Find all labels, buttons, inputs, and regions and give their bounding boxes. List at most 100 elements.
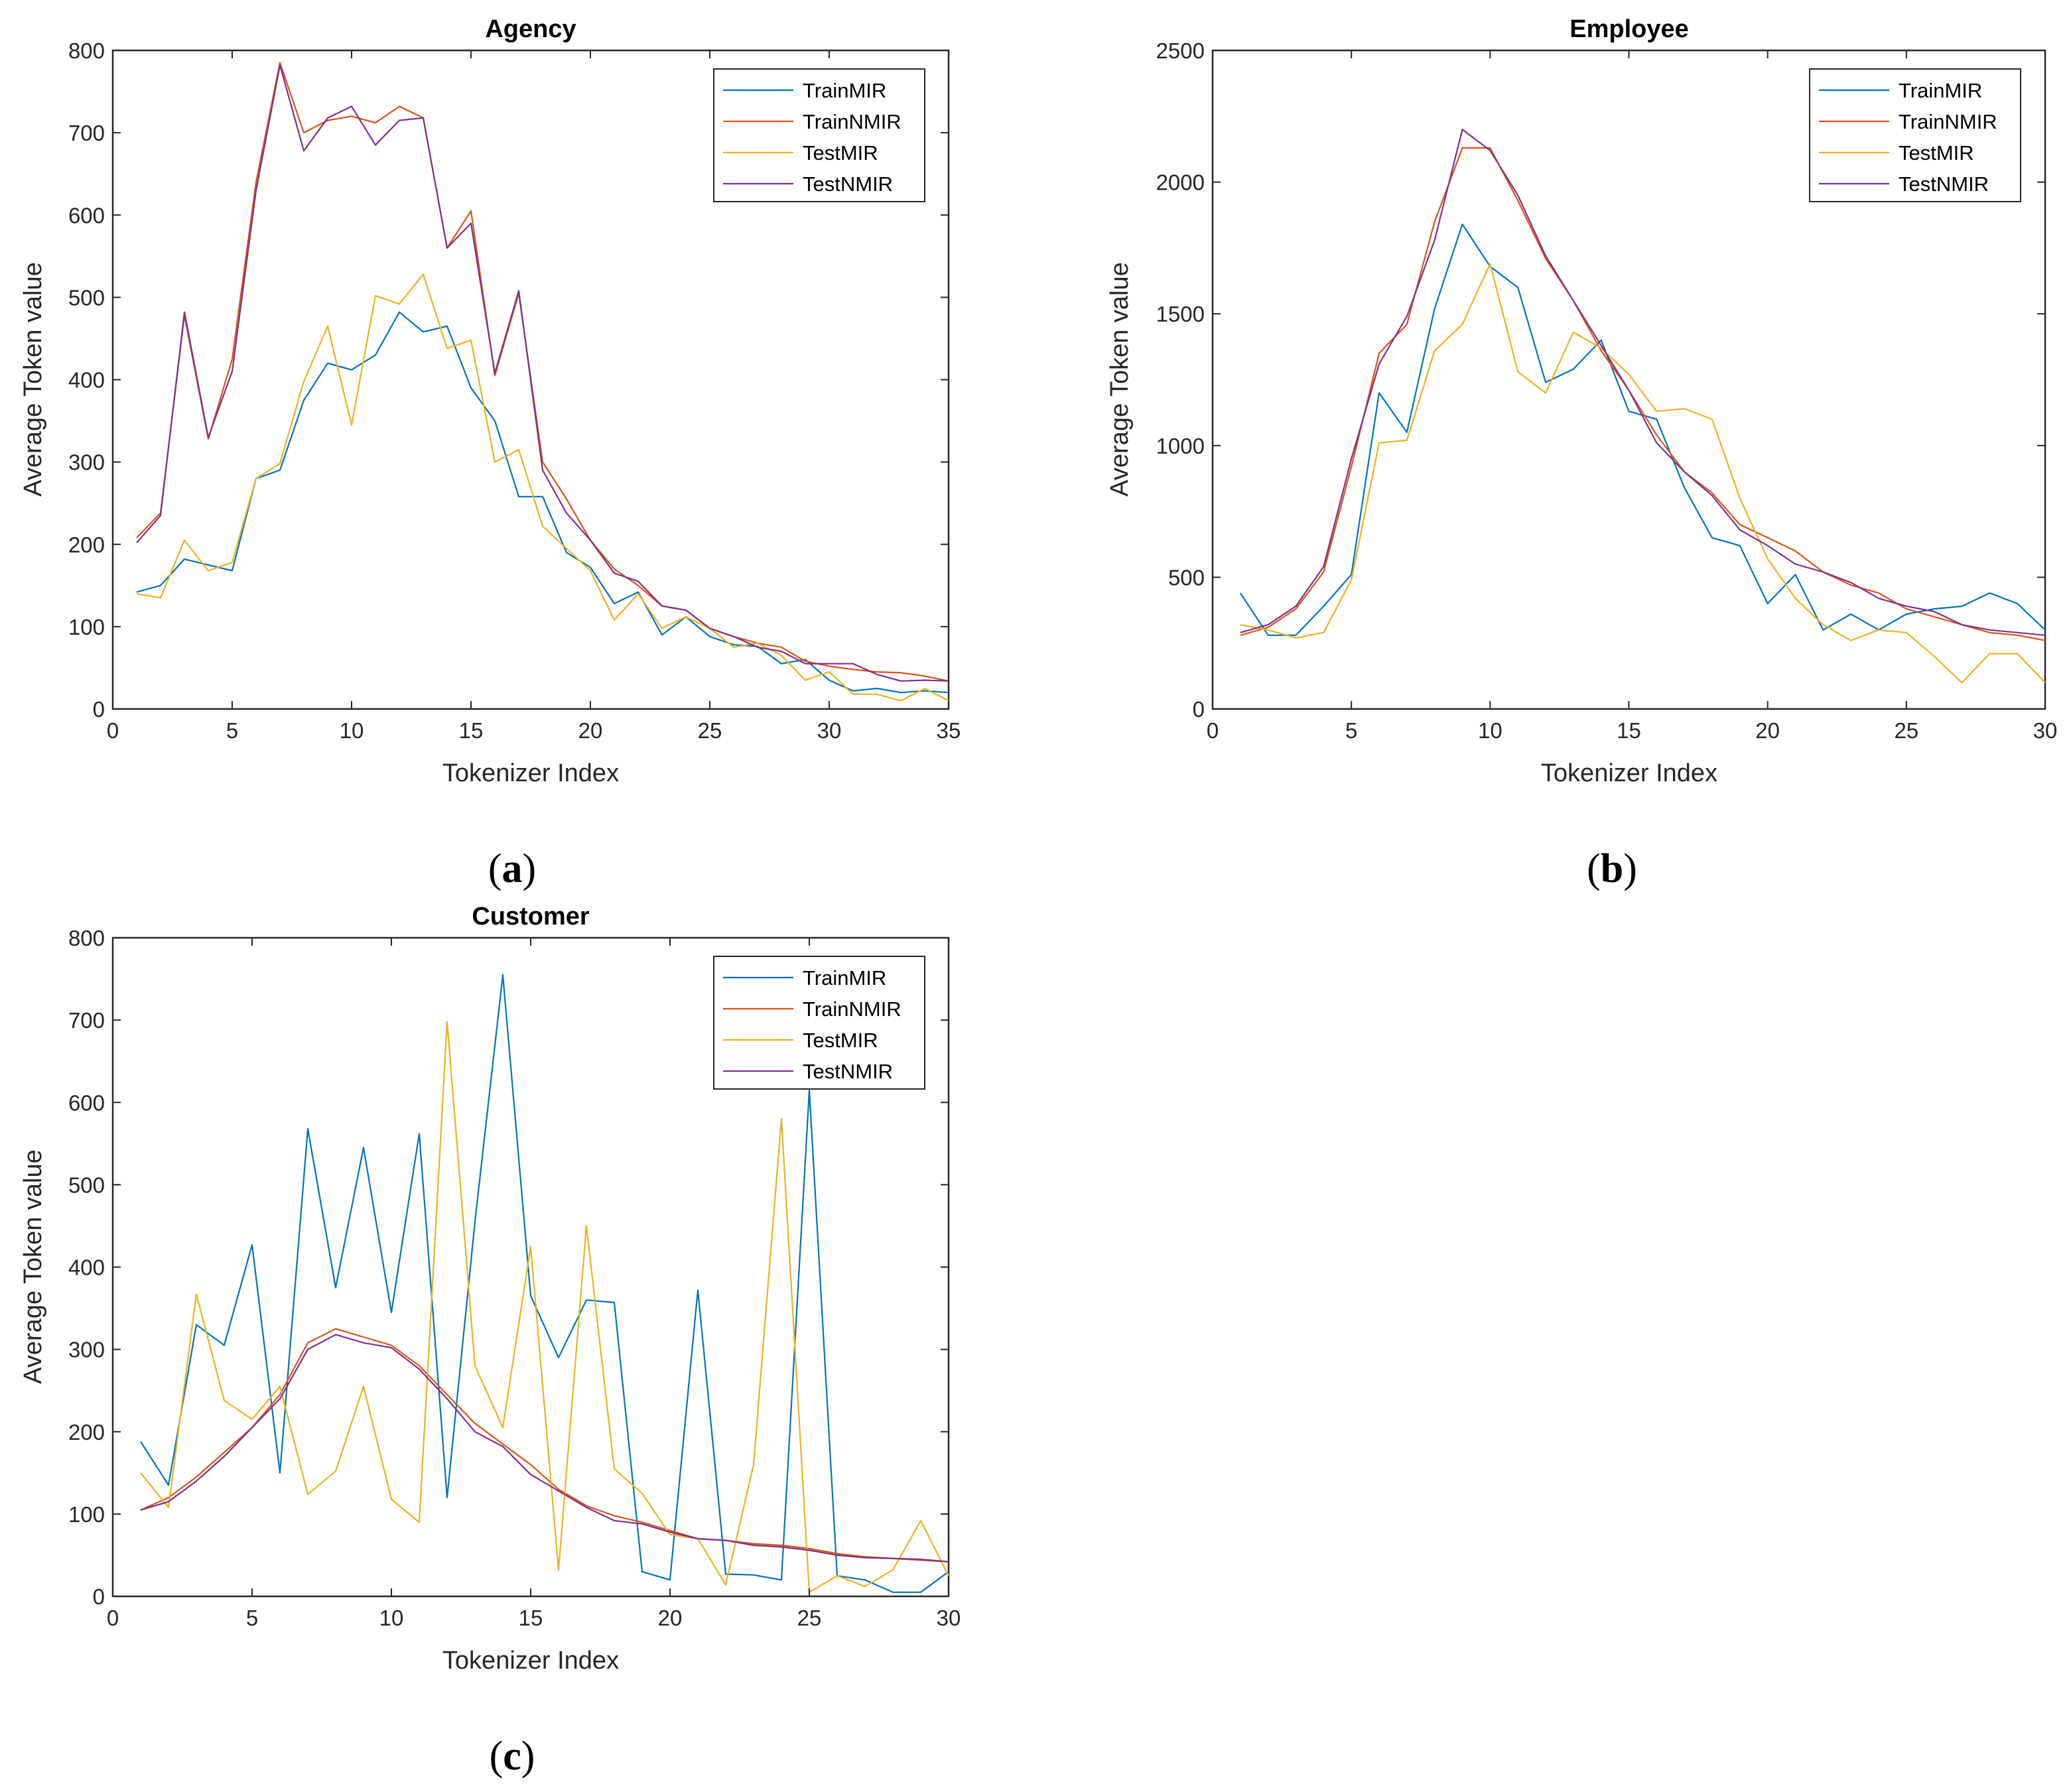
legend-label: TrainMIR <box>803 79 886 102</box>
series-line-trainmir <box>136 311 949 694</box>
series-line-trainnmir <box>1240 147 2046 641</box>
y-tick-label: 700 <box>68 121 105 145</box>
y-tick-label: 0 <box>93 1584 105 1609</box>
x-tick-label: 0 <box>107 1606 119 1630</box>
y-tick-label: 2500 <box>1156 38 1205 63</box>
y-tick-label: 500 <box>68 1173 105 1197</box>
y-tick-label: 200 <box>68 1420 105 1444</box>
chart-title: Employee <box>1570 15 1689 43</box>
series-lines <box>136 62 949 702</box>
y-tick-label: 0 <box>93 697 105 722</box>
legend: TrainMIR TrainNMIR TestMIR TestNMIR <box>1809 68 2021 202</box>
legend-label: TrainMIR <box>1899 79 1982 102</box>
y-axis-label: Average Token value <box>1106 262 1134 497</box>
x-tick-label: 15 <box>459 718 484 743</box>
y-tick-label: 1500 <box>1156 302 1205 326</box>
series-line-testmir <box>1240 263 2046 684</box>
series-line-trainmir <box>140 974 949 1593</box>
series-line-testmir <box>136 273 949 702</box>
x-tick-label: 20 <box>1755 718 1780 743</box>
legend: TrainMIR TrainNMIR TestMIR TestNMIR <box>713 68 925 202</box>
x-tick-label: 5 <box>1345 718 1357 743</box>
series-line-trainnmir <box>136 62 949 682</box>
panel-caption: (a) <box>488 846 536 891</box>
panel-employee: Employee 0 5 10 15 20 25 30 0 500 1000 1500 2000 25… <box>1106 15 2057 891</box>
series-line-testnmir <box>140 1334 949 1563</box>
y-tick-label: 2000 <box>1156 170 1205 195</box>
legend-label: TestNMIR <box>803 172 893 196</box>
x-tick-label: 25 <box>797 1606 822 1630</box>
y-tick-label: 300 <box>68 450 105 475</box>
legend-label: TrainNMIR <box>1899 110 1997 133</box>
y-tick-label: 500 <box>68 285 105 310</box>
y-tick-label: 800 <box>68 38 105 63</box>
legend-label: TestNMIR <box>803 1060 893 1083</box>
x-axis-label: Tokenizer Index <box>1541 759 1717 787</box>
x-tick-label: 0 <box>1207 718 1219 743</box>
y-tick-label: 800 <box>68 926 105 950</box>
x-tick-label: 20 <box>658 1606 683 1630</box>
legend-label: TestNMIR <box>1899 172 1989 196</box>
x-tick-label: 10 <box>340 718 364 743</box>
y-tick-label: 300 <box>68 1338 105 1362</box>
y-tick-label: 100 <box>68 1502 105 1527</box>
y-axis-ticks: 0 100 200 300 400 500 600 700 800 <box>68 38 949 722</box>
x-tick-label: 0 <box>107 718 119 743</box>
x-axis-ticks: 0 5 10 15 20 25 30 <box>107 938 961 1630</box>
x-axis-ticks: 0 5 10 15 20 25 30 35 <box>107 50 961 743</box>
legend-label: TestMIR <box>1899 141 1974 164</box>
x-tick-label: 30 <box>2033 718 2058 743</box>
y-tick-label: 1000 <box>1156 434 1205 458</box>
x-axis-label: Tokenizer Index <box>442 1647 619 1675</box>
legend-label: TrainMIR <box>803 966 886 990</box>
y-tick-label: 700 <box>68 1008 105 1033</box>
y-axis-ticks: 0 500 1000 1500 2000 2500 <box>1156 38 2045 722</box>
x-tick-label: 15 <box>1617 718 1641 743</box>
y-tick-label: 200 <box>68 533 105 557</box>
x-tick-label: 5 <box>226 718 238 743</box>
y-tick-label: 100 <box>68 615 105 639</box>
panel-agency: Agency 0 5 10 15 20 25 30 35 0 100 200 300 400 500 60… <box>19 15 961 891</box>
panel-caption: (c) <box>490 1734 535 1779</box>
legend-label: TrainNMIR <box>803 110 902 133</box>
x-tick-label: 10 <box>379 1606 404 1630</box>
y-axis-ticks: 0 100 200 300 400 500 600 700 800 <box>68 926 949 1609</box>
x-axis-ticks: 0 5 10 15 20 25 30 <box>1207 50 2058 743</box>
legend-box <box>713 68 925 202</box>
y-tick-label: 400 <box>68 368 105 393</box>
chart-title: Agency <box>485 15 576 43</box>
x-tick-label: 30 <box>937 1606 961 1630</box>
legend-label: TestMIR <box>803 141 878 164</box>
series-lines <box>1239 129 2046 684</box>
x-axis-label: Tokenizer Index <box>442 759 619 787</box>
y-tick-label: 400 <box>68 1255 105 1280</box>
y-tick-label: 500 <box>1168 565 1205 590</box>
x-tick-label: 25 <box>1894 718 1918 743</box>
x-tick-label: 35 <box>937 718 961 743</box>
legend-box <box>713 956 925 1090</box>
y-tick-label: 0 <box>1193 697 1205 722</box>
series-line-testnmir <box>1240 129 2046 636</box>
x-tick-label: 20 <box>578 718 603 743</box>
panel-caption: (b) <box>1587 846 1637 891</box>
chart-title: Customer <box>472 903 590 930</box>
panel-customer: Customer 0 5 10 15 20 25 30 0 100 200 300 400 500 60… <box>19 903 961 1779</box>
series-lines <box>140 974 949 1593</box>
y-tick-label: 600 <box>68 1090 105 1115</box>
y-tick-label: 600 <box>68 203 105 227</box>
x-tick-label: 25 <box>698 718 722 743</box>
x-tick-label: 30 <box>817 718 842 743</box>
y-axis-label: Average Token value <box>19 1149 47 1384</box>
legend-label: TrainNMIR <box>803 997 902 1021</box>
series-line-trainnmir <box>140 1328 949 1563</box>
series-line-testmir <box>140 1021 949 1593</box>
series-line-testnmir <box>136 64 949 682</box>
legend-label: TestMIR <box>803 1029 878 1052</box>
legend-box <box>1809 68 2021 202</box>
x-tick-label: 15 <box>519 1606 543 1630</box>
x-tick-label: 10 <box>1478 718 1503 743</box>
legend: TrainMIR TrainNMIR TestMIR TestNMIR <box>713 956 925 1090</box>
x-tick-label: 5 <box>246 1606 258 1630</box>
y-axis-label: Average Token value <box>19 262 47 497</box>
